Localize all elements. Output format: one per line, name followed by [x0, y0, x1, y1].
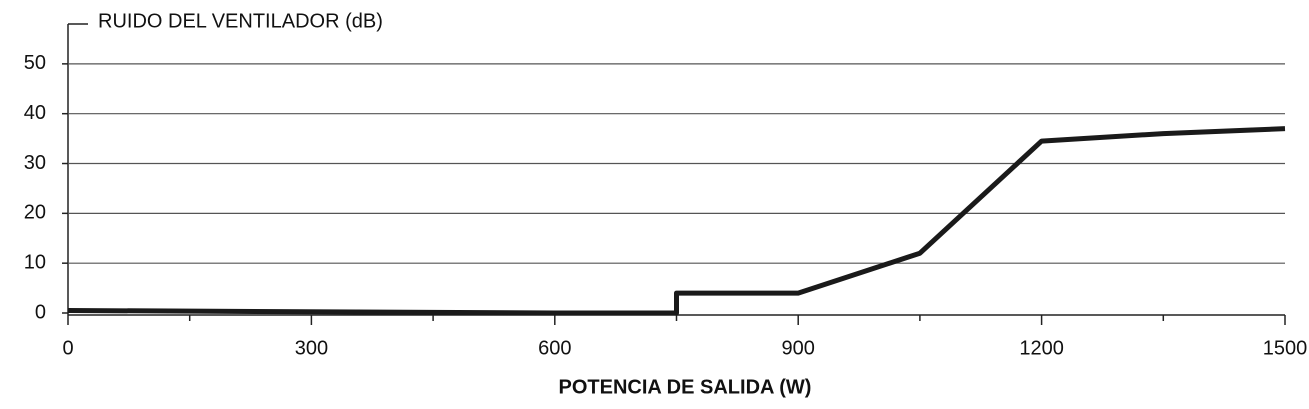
chart-title: RUIDO DEL VENTILADOR (dB) [98, 10, 383, 32]
y-tick-label: 10 [24, 251, 46, 273]
y-tick-label: 40 [24, 102, 46, 124]
x-axis-title: POTENCIA DE SALIDA (W) [559, 376, 812, 398]
y-tick-label: 30 [24, 152, 46, 174]
x-tick-label: 600 [538, 337, 571, 359]
x-tick-label: 0 [62, 337, 73, 359]
y-tick-label: 0 [35, 301, 46, 323]
x-tick-label: 300 [295, 337, 328, 359]
x-tick-label: 1200 [1019, 337, 1064, 359]
y-tick-label: 20 [24, 202, 46, 224]
y-tick-label: 50 [24, 52, 46, 74]
x-tick-label: 1500 [1263, 337, 1308, 359]
x-tick-label: 900 [782, 337, 815, 359]
data-line [67, 126, 1286, 316]
